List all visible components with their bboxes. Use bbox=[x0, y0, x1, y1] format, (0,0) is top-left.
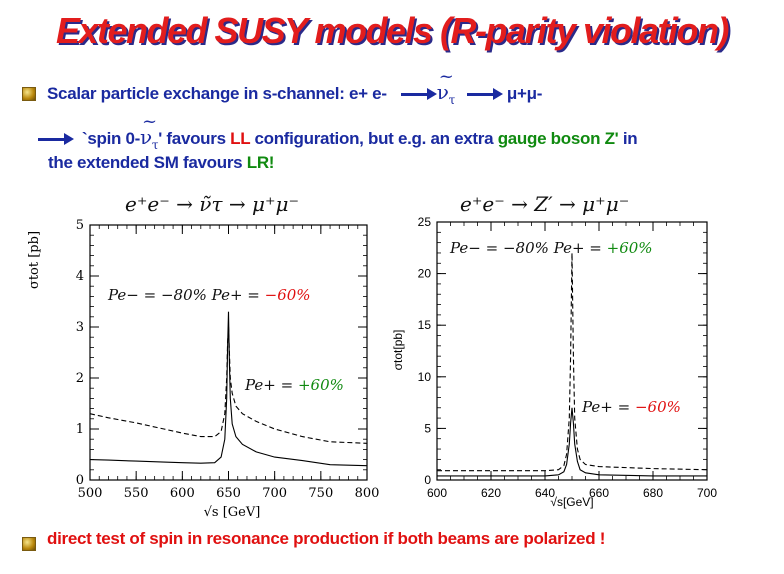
sneutrino-symbol: ~ ντ bbox=[436, 66, 456, 107]
y-tick-label: 3 bbox=[76, 320, 84, 335]
x-axis-label: √s [GeV] bbox=[204, 505, 261, 520]
arrow-icon bbox=[38, 133, 74, 146]
y-tick-label: 15 bbox=[418, 318, 432, 332]
dashed-curve bbox=[437, 252, 708, 472]
polarization-annotation: Pe+ = +60% bbox=[244, 376, 344, 394]
annotation-part: Pe+ = bbox=[244, 376, 298, 394]
x-tick-label: 750 bbox=[308, 486, 333, 501]
polarization-annotation: Pe− = −80% Pe+ = −60% bbox=[107, 286, 311, 304]
annotation-part: −60% bbox=[635, 398, 681, 416]
y-tick-label: 0 bbox=[76, 473, 84, 488]
y-axis-label: σtot [pb] bbox=[27, 231, 42, 289]
annotation-part: Pe− = −80% bbox=[449, 239, 554, 257]
bullet-icon bbox=[22, 87, 36, 101]
slide-title: Extended SUSY models (R-parity violation… bbox=[56, 10, 729, 51]
y-tick-label: 5 bbox=[424, 421, 431, 435]
annotation-part: +60% bbox=[607, 239, 653, 257]
x-tick-label: 600 bbox=[170, 486, 195, 501]
bullet-line-2: direct test of spin in resonance product… bbox=[47, 529, 606, 548]
bullet-line-1: Scalar particle exchange in s-channel: e… bbox=[47, 66, 543, 107]
dashed-curve bbox=[89, 326, 368, 444]
y-tick-label: 10 bbox=[418, 370, 432, 384]
x-tick-label: 650 bbox=[216, 486, 241, 501]
x-axis-label: √s[GeV] bbox=[550, 495, 593, 509]
x-tick-label: 600 bbox=[427, 486, 447, 500]
bullet-1-text: Scalar particle exchange in s-channel: e… bbox=[47, 84, 387, 103]
x-tick-label: 660 bbox=[589, 486, 609, 500]
y-axis-label: σtot[pb] bbox=[391, 330, 405, 371]
statement-line-3: the extended SM favours LR! bbox=[48, 153, 275, 172]
sneutrino-symbol: ~ ντ bbox=[140, 111, 159, 152]
y-tick-label: 0 bbox=[424, 473, 431, 487]
x-tick-label: 680 bbox=[643, 486, 663, 500]
y-tick-label: 5 bbox=[76, 218, 84, 233]
annotation-part: +60% bbox=[298, 376, 344, 394]
x-tick-label: 800 bbox=[355, 486, 380, 501]
x-tick-label: 620 bbox=[481, 486, 501, 500]
y-tick-label: 1 bbox=[76, 422, 84, 437]
statement-line-2: `spin 0- ~ ντ' favours LL configuration, b… bbox=[38, 111, 638, 152]
arrow-icon bbox=[466, 88, 503, 101]
x-tick-label: 700 bbox=[262, 486, 287, 501]
bullet-icon bbox=[22, 537, 36, 551]
polarization-annotation: Pe+ = −60% bbox=[581, 398, 681, 416]
right-plot-title: e⁺e⁻ → Z′ → μ⁺μ⁻ bbox=[460, 192, 630, 216]
polarization-annotation: Pe− = −80% Pe+ = +60% bbox=[449, 239, 653, 257]
solid-curve bbox=[437, 407, 707, 477]
arrow-icon bbox=[400, 88, 437, 101]
annotation-part: Pe+ = bbox=[553, 239, 607, 257]
x-tick-label: 500 bbox=[78, 486, 103, 501]
x-tick-label: 640 bbox=[535, 486, 555, 500]
x-tick-label: 700 bbox=[697, 486, 717, 500]
y-tick-label: 20 bbox=[418, 267, 432, 281]
annotation-part: −60% bbox=[265, 286, 311, 304]
left-plot-title: e⁺e⁻ → ν̃τ → μ⁺μ⁻ bbox=[125, 192, 300, 216]
x-tick-label: 550 bbox=[124, 486, 149, 501]
plot-frame bbox=[436, 221, 708, 481]
annotation-part: Pe− = −80% bbox=[107, 286, 212, 304]
y-tick-label: 4 bbox=[76, 269, 84, 284]
annotation-part: Pe+ = bbox=[211, 286, 265, 304]
y-tick-label: 25 bbox=[418, 215, 432, 229]
annotation-part: Pe+ = bbox=[581, 398, 635, 416]
y-tick-label: 2 bbox=[76, 371, 84, 386]
mumu-text: μ+μ- bbox=[506, 84, 543, 103]
